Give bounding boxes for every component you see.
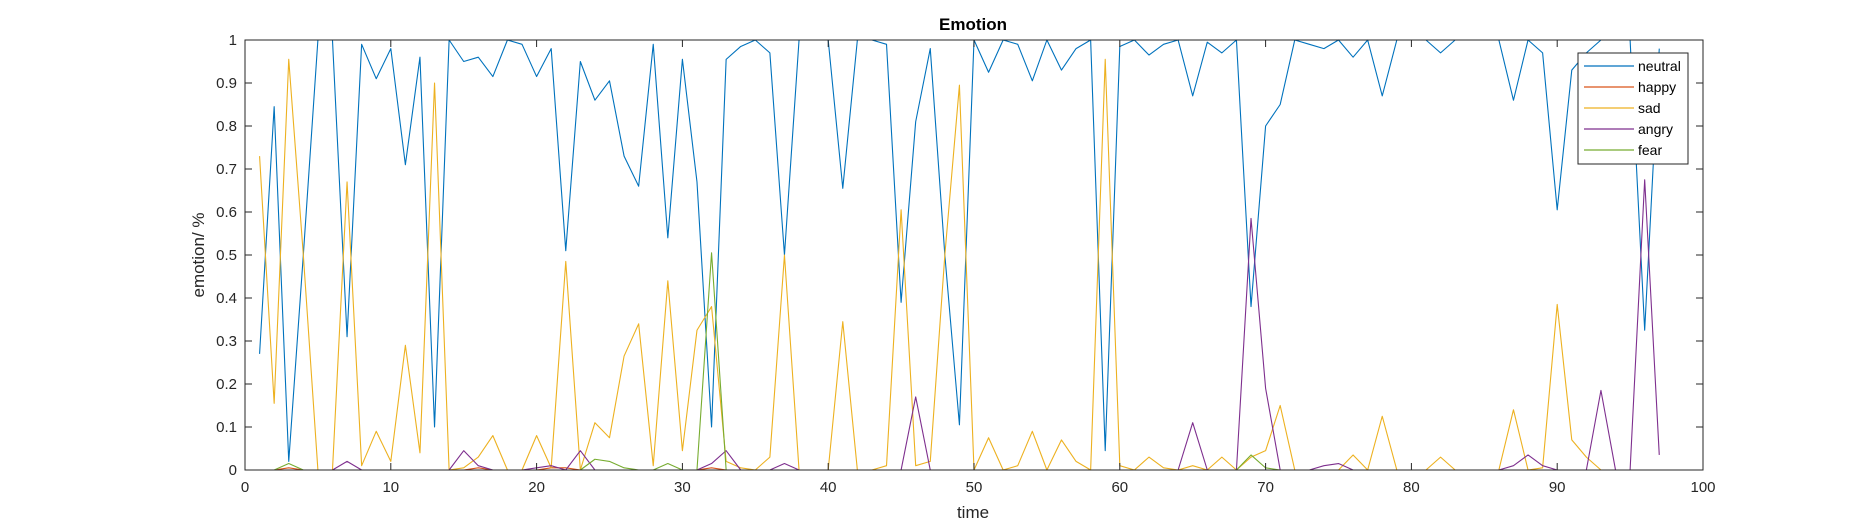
x-tick-label: 70 [1257,479,1274,496]
y-axis-label: emotion/ % [189,212,208,297]
y-tick-label: 0.1 [216,419,237,436]
y-tick-label: 0.6 [216,204,237,221]
legend-label-angry: angry [1638,121,1673,137]
x-tick-label: 0 [241,479,249,496]
x-tick-label: 60 [1111,479,1128,496]
y-tick-label: 0 [229,462,237,479]
x-tick-label: 50 [966,479,983,496]
x-tick-label: 30 [674,479,691,496]
legend-label-neutral: neutral [1638,58,1681,74]
y-axis: 0 0.1 0.2 0.3 0.4 0.5 0.6 0.7 0.8 0.9 1 [216,32,1703,479]
x-tick-label: 40 [820,479,837,496]
y-tick-label: 0.2 [216,376,237,393]
chart-title: Emotion [939,15,1007,34]
y-tick-label: 1 [229,32,237,49]
y-tick-label: 0.8 [216,118,237,135]
x-axis: 0 10 20 30 40 50 60 70 80 90 100 [241,40,1716,496]
x-tick-label: 80 [1403,479,1420,496]
x-tick-label: 100 [1690,479,1715,496]
x-tick-label: 10 [382,479,399,496]
y-tick-label: 0.3 [216,333,237,350]
x-axis-label: time [957,503,989,522]
x-tick-label: 90 [1549,479,1566,496]
x-tick-label: 20 [528,479,545,496]
y-tick-label: 0.7 [216,161,237,178]
y-tick-label: 0.4 [216,290,237,307]
legend-label-fear: fear [1638,142,1662,158]
plot-area [245,40,1703,470]
legend-label-sad: sad [1638,100,1661,116]
legend-label-happy: happy [1638,79,1676,95]
y-tick-label: 0.5 [216,247,237,264]
y-tick-label: 0.9 [216,75,237,92]
legend: neutral happy sad angry fear [1577,52,1689,165]
